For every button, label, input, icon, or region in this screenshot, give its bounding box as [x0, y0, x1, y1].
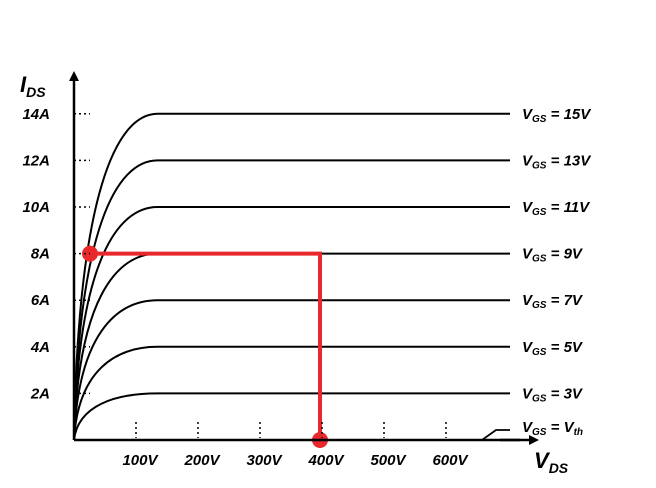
curve-vgs-5: [73, 206, 510, 441]
y-tick-label: 2A: [30, 385, 50, 402]
x-tick-label: 300V: [246, 452, 283, 469]
curve-vgs-1: [73, 392, 510, 441]
curve-label-0: VGS = Vth: [522, 419, 583, 438]
axes-layer: IDS VDS: [20, 71, 569, 476]
curve-vgs-3: [73, 299, 510, 441]
y-tick-label: 4A: [30, 339, 50, 356]
curves-layer: [73, 112, 510, 441]
curve-vgs-2: [73, 345, 510, 441]
y-tick-label: 10A: [22, 199, 50, 216]
ticks-layer: 2A 4A 6A 8A 10A 12A 14A 100V 200V 300V 400V 500V 600…: [22, 106, 469, 469]
x-axis-title: VDS: [534, 448, 569, 476]
curve-label-5: VGS = 11V: [522, 199, 591, 218]
y-tick-label: 12A: [22, 152, 50, 169]
curve-vgs-7: [73, 112, 510, 441]
curve-label-6: VGS = 13V: [522, 152, 592, 171]
x-tick-label: 200V: [183, 452, 221, 469]
curve-label-4: VGS = 9V: [522, 246, 584, 265]
curve-label-7: VGS = 15V: [522, 106, 592, 125]
x-tick-label: 500V: [370, 452, 407, 469]
curve-label-3: VGS = 7V: [522, 292, 584, 311]
y-axis-title: IDS: [20, 72, 46, 100]
curve-labels-layer: VGS = Vth VGS = 3V VGS = 5V VGS = 7V VGS = 9…: [522, 106, 592, 438]
y-tick-label: 14A: [22, 106, 50, 123]
y-tick-label: 8A: [31, 246, 50, 263]
x-tick-label: 400V: [307, 452, 345, 469]
x-tick-label: 600V: [432, 452, 469, 469]
y-tick-label: 6A: [31, 292, 50, 309]
curve-label-1: VGS = 3V: [522, 385, 584, 404]
vth-pointer: [481, 429, 510, 441]
operating-point-path: [90, 251, 322, 440]
curve-label-2: VGS = 5V: [522, 339, 584, 358]
x-tick-label: 100V: [122, 452, 159, 469]
